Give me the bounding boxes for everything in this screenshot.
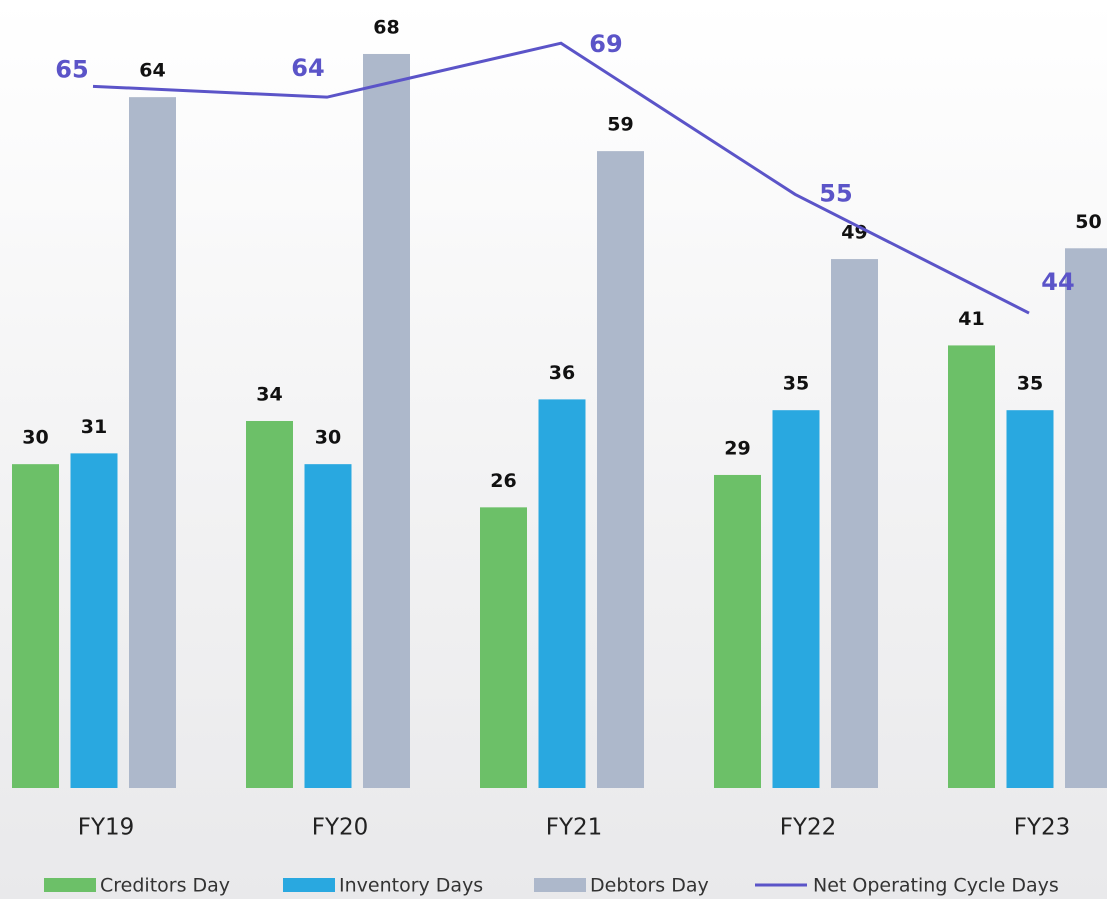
bar <box>831 259 878 788</box>
data-label: 59 <box>607 114 633 136</box>
data-label: 26 <box>490 470 516 492</box>
bar <box>714 474 761 788</box>
bar <box>772 410 820 788</box>
bar <box>70 453 118 788</box>
line-label: 64 <box>291 54 324 82</box>
line-label: 55 <box>819 179 852 207</box>
data-label: 64 <box>139 60 165 82</box>
x-tick-label: FY23 <box>1014 815 1071 841</box>
data-label: 36 <box>549 362 575 384</box>
legend-label: Inventory Days <box>339 875 483 897</box>
data-label: 30 <box>22 427 48 449</box>
x-tick-label: FY21 <box>546 815 603 841</box>
data-label: 30 <box>315 427 341 449</box>
legend-label: Debtors Day <box>590 875 709 897</box>
data-label: 29 <box>724 437 750 459</box>
bar <box>363 53 410 789</box>
bar <box>1006 410 1054 788</box>
x-tick-label: FY22 <box>780 815 837 841</box>
data-label: 35 <box>783 373 809 395</box>
legend-swatch <box>534 878 586 892</box>
data-label: 34 <box>256 383 282 405</box>
data-label: 35 <box>1017 373 1043 395</box>
bar <box>480 507 527 788</box>
data-label: 31 <box>81 416 107 438</box>
bar <box>597 151 644 788</box>
legend-swatch <box>44 878 96 892</box>
bar <box>304 464 352 788</box>
legend-label: Net Operating Cycle Days <box>813 875 1059 897</box>
line <box>92 41 1030 315</box>
bar <box>129 97 176 788</box>
data-label: 50 <box>1075 211 1101 233</box>
bar <box>948 345 995 788</box>
data-label: 68 <box>373 16 399 38</box>
bar <box>246 420 293 788</box>
x-tick-label: FY19 <box>78 815 135 841</box>
line-label: 65 <box>55 55 88 83</box>
bar <box>12 464 59 788</box>
legend-label: Creditors Day <box>100 875 230 897</box>
bar <box>1065 248 1107 788</box>
legend-swatch <box>283 878 335 892</box>
line-label: 44 <box>1041 268 1074 296</box>
data-label: 41 <box>958 308 984 330</box>
x-tick-label: FY20 <box>312 815 369 841</box>
bar <box>538 399 586 788</box>
line-label: 69 <box>589 30 622 58</box>
